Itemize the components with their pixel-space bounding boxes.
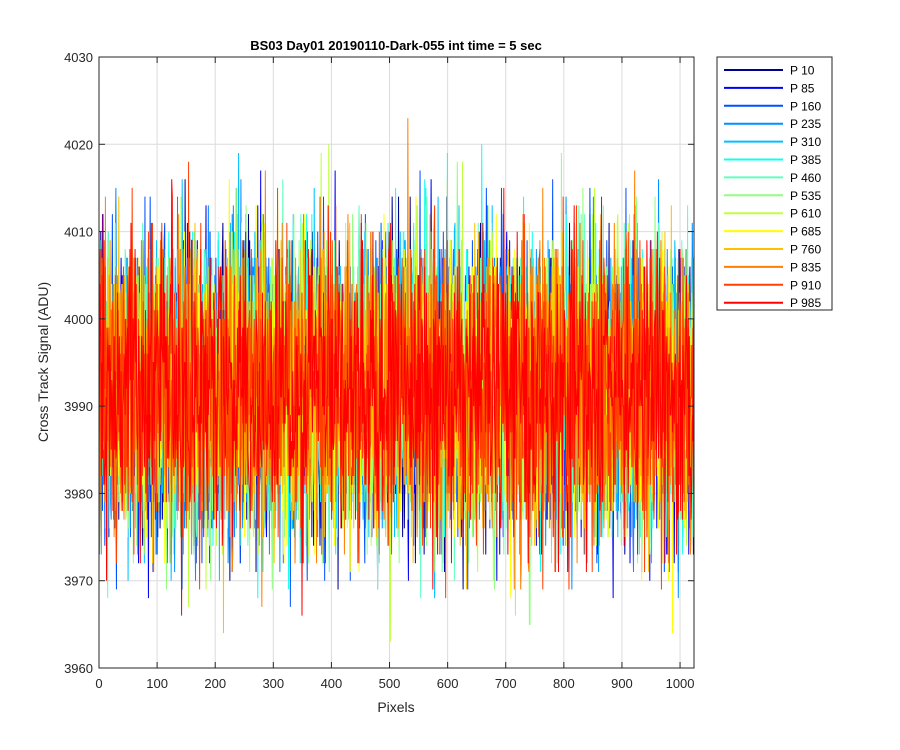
- x-tick-label: 400: [321, 676, 343, 691]
- legend-entry: P 835: [790, 260, 821, 274]
- x-tick-label: 1000: [666, 676, 695, 691]
- y-tick-label: 3990: [64, 399, 93, 414]
- y-tick-label: 4020: [64, 137, 93, 152]
- y-axis-ticks: 3960 3970 3980 3990 4000 4010 4020 4030: [64, 50, 694, 676]
- x-tick-label: 500: [379, 676, 401, 691]
- x-tick-label: 800: [553, 676, 575, 691]
- x-tick-label: 700: [495, 676, 517, 691]
- legend-entry: P 910: [790, 278, 821, 292]
- legend-entry: P 385: [790, 153, 821, 167]
- y-tick-label: 4000: [64, 312, 93, 327]
- x-tick-label: 600: [437, 676, 459, 691]
- y-tick-label: 3960: [64, 661, 93, 676]
- legend-entry: P 160: [790, 99, 821, 113]
- legend-entry: P 760: [790, 243, 821, 257]
- series-line: [99, 179, 694, 616]
- legend-entry: P 685: [790, 225, 821, 239]
- legend-entry: P 985: [790, 296, 821, 310]
- y-tick-label: 4030: [64, 50, 93, 65]
- series-lines: [99, 118, 694, 642]
- x-tick-label: 300: [262, 676, 284, 691]
- legend-entry: P 235: [790, 117, 821, 131]
- y-axis-label: Cross Track Signal (ADU): [35, 282, 51, 442]
- legend-entry: P 535: [790, 189, 821, 203]
- legend-entry: P 310: [790, 135, 821, 149]
- legend: P 10 P 85 P 160 P 235 P 310 P 385 P 460 P 535 P …: [716, 56, 833, 311]
- x-tick-label: 0: [95, 676, 102, 691]
- y-tick-label: 3980: [64, 486, 93, 501]
- legend-entry: P 460: [790, 171, 821, 185]
- axes-box: [98, 56, 695, 669]
- x-axis-label: Pixels: [377, 699, 414, 715]
- legend-entry: P 10: [790, 64, 815, 78]
- chart-title: BS03 Day01 20190110-Dark-055 int time = …: [250, 38, 542, 53]
- legend-entry: P 610: [790, 207, 821, 221]
- legend-entry: P 85: [790, 81, 815, 95]
- y-tick-label: 3970: [64, 574, 93, 589]
- x-axis-ticks: 0 100 200 300 400 500 600 700 800 900 1000: [95, 57, 695, 691]
- x-tick-label: 200: [204, 676, 226, 691]
- x-tick-label: 900: [611, 676, 633, 691]
- x-tick-label: 100: [146, 676, 168, 691]
- y-tick-label: 4010: [64, 225, 93, 240]
